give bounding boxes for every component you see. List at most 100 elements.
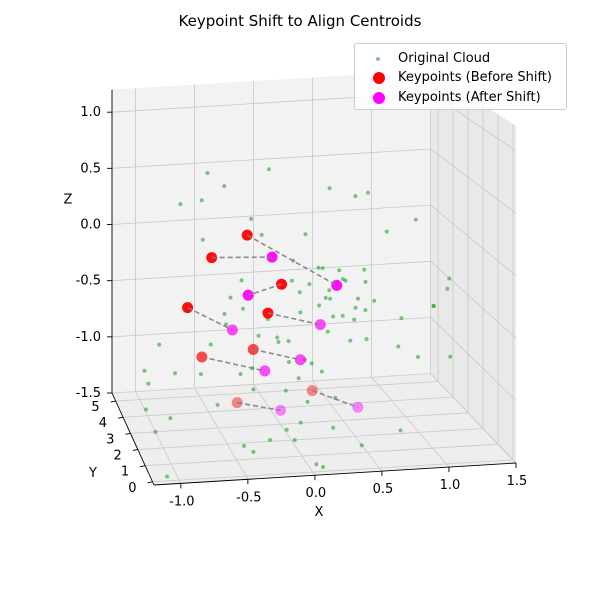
cloud-point xyxy=(205,171,209,175)
cloud-point xyxy=(228,296,232,300)
cloud-point xyxy=(222,312,226,316)
cloud-point xyxy=(314,462,318,466)
y-tick-label: 4 xyxy=(99,416,107,431)
legend-marker-before xyxy=(373,72,385,84)
cloud-point xyxy=(362,268,366,272)
cloud-point xyxy=(327,288,331,292)
cloud-point xyxy=(293,438,297,442)
legend-label: Keypoints (Before Shift) xyxy=(398,70,552,85)
cloud-point xyxy=(328,186,332,190)
z-tick-label: -0.5 xyxy=(76,274,101,289)
cloud-point xyxy=(173,371,177,375)
cloud-point xyxy=(199,372,203,376)
cloud-point xyxy=(317,304,321,308)
cloud-point xyxy=(251,450,255,454)
cloud-point xyxy=(267,167,271,171)
cloud-point xyxy=(331,314,335,318)
cloud-point xyxy=(298,311,302,315)
legend: Original Cloud Keypoints (Before Shift) … xyxy=(354,43,567,110)
cloud-point xyxy=(396,345,400,349)
cloud-point xyxy=(344,279,348,283)
cloud-point xyxy=(432,304,436,308)
cloud-point xyxy=(310,361,314,365)
x-tick-label: -1.0 xyxy=(169,494,194,509)
cloud-point xyxy=(276,340,280,344)
cloud-point xyxy=(447,276,451,280)
cloud-point xyxy=(331,426,335,430)
y-tick xyxy=(111,401,116,402)
y-tick xyxy=(118,417,123,418)
cloud-point xyxy=(290,279,294,283)
cloud-point xyxy=(352,318,356,322)
cloud-point xyxy=(299,421,303,425)
cloud-point xyxy=(209,342,213,346)
cloud-point xyxy=(285,428,289,432)
y-tick-label: 1 xyxy=(121,465,129,480)
x-tick-label: 0.5 xyxy=(373,482,394,497)
cloud-point xyxy=(445,287,449,291)
cloud-point xyxy=(287,360,291,364)
cloud-point xyxy=(365,337,369,341)
cloud-point xyxy=(251,387,255,391)
cloud-point xyxy=(222,184,226,188)
legend-item-keypoints-after: Keypoints (After Shift) xyxy=(355,88,566,108)
cloud-point xyxy=(201,238,205,242)
cloud-point xyxy=(242,444,246,448)
cloud-point xyxy=(157,343,161,347)
y-tick xyxy=(125,433,130,434)
cloud-point xyxy=(284,389,288,393)
cloud-point xyxy=(275,335,279,339)
cloud-point xyxy=(297,376,301,380)
y-tick-label: 3 xyxy=(106,432,114,447)
cloud-point xyxy=(399,428,403,432)
cloud-point xyxy=(260,233,264,237)
cloud-point xyxy=(298,290,302,294)
y-tick xyxy=(133,449,138,450)
cloud-point xyxy=(287,339,291,343)
cloud-point xyxy=(307,282,311,286)
legend-item-original-cloud: Original Cloud xyxy=(355,49,566,69)
cloud-point xyxy=(366,191,370,195)
y-tick-label: 0 xyxy=(128,481,136,496)
cloud-point xyxy=(303,232,307,236)
cloud-point xyxy=(249,217,253,221)
legend-marker-after xyxy=(373,92,385,104)
y-tick xyxy=(140,466,145,467)
cloud-point xyxy=(328,297,332,301)
cloud-point xyxy=(356,297,360,301)
cloud-point xyxy=(216,403,220,407)
cloud-point xyxy=(363,308,367,312)
cloud-point xyxy=(142,369,146,373)
cloud-point xyxy=(240,278,244,282)
cloud-point xyxy=(146,382,150,386)
cloud-point xyxy=(268,438,272,442)
cloud-point xyxy=(337,268,341,272)
cloud-point xyxy=(326,330,330,334)
cloud-point xyxy=(321,266,325,270)
x-tick-label: 1.0 xyxy=(440,478,461,493)
cloud-point xyxy=(448,355,452,359)
cloud-point xyxy=(416,355,420,359)
x-tick-label: 1.5 xyxy=(507,474,528,489)
legend-marker-cloud xyxy=(376,57,380,61)
cloud-point xyxy=(341,314,345,318)
cloud-point xyxy=(324,296,328,300)
cloud-point xyxy=(257,334,261,338)
cloud-point xyxy=(364,280,368,284)
cloud-point xyxy=(153,430,157,434)
cloud-point xyxy=(241,307,245,311)
cloud-point xyxy=(144,407,148,411)
z-tick-label: 0.5 xyxy=(80,161,101,176)
cloud-point xyxy=(372,299,376,303)
z-tick-label: 0.0 xyxy=(80,218,101,233)
cloud-point xyxy=(353,194,357,198)
cloud-point xyxy=(320,369,324,373)
x-tick-label: -0.5 xyxy=(236,490,261,505)
cloud-point xyxy=(414,218,418,222)
x-tick-label: 0.0 xyxy=(306,486,327,501)
chart-title: Keypoint Shift to Align Centroids xyxy=(0,12,600,30)
cloud-point xyxy=(316,266,320,270)
y-tick-label: 2 xyxy=(114,448,122,463)
z-tick-label: 1.0 xyxy=(80,105,101,120)
